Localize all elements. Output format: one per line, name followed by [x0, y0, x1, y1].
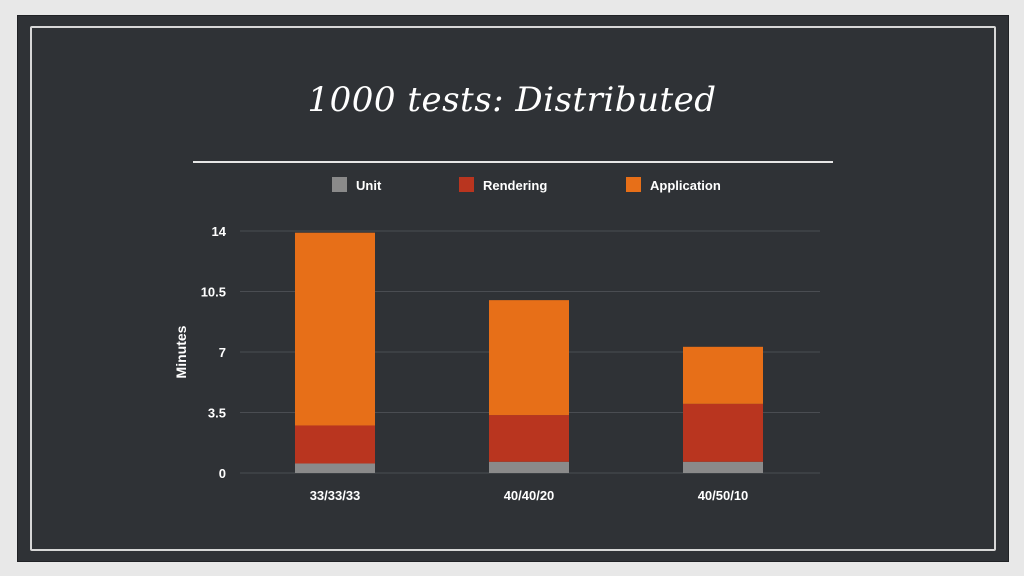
- x-axis-categories: 33/33/33 40/40/20 40/50/10: [310, 488, 749, 503]
- y-tick-label: 3.5: [208, 406, 226, 421]
- y-axis-ticks: 0 3.5 7 10.5 14: [201, 224, 227, 481]
- bar-unit-2: [683, 461, 763, 473]
- title-divider: [193, 161, 833, 163]
- bar-unit-0: [295, 463, 375, 473]
- x-category-label: 33/33/33: [310, 488, 361, 503]
- slide-inner-border: [30, 26, 996, 551]
- x-category-label: 40/40/20: [504, 488, 555, 503]
- bar-unit-1: [489, 461, 569, 473]
- bars: [295, 232, 763, 473]
- bar-application-2: [683, 346, 763, 404]
- y-tick-label: 10.5: [201, 285, 226, 300]
- legend-swatch-unit: [332, 177, 347, 192]
- bar-application-0: [295, 232, 375, 426]
- bar-rendering-0: [295, 425, 375, 464]
- legend: Unit Rendering Application: [332, 177, 721, 193]
- legend-swatch-rendering: [459, 177, 474, 192]
- legend-label-application: Application: [650, 178, 721, 193]
- bar-rendering-2: [683, 403, 763, 462]
- y-tick-label: 0: [219, 466, 226, 481]
- bar-application-1: [489, 300, 569, 416]
- y-tick-label: 14: [212, 224, 227, 239]
- y-axis-label: Minutes: [173, 325, 189, 378]
- y-tick-label: 7: [219, 345, 226, 360]
- legend-swatch-application: [626, 177, 641, 192]
- bar-rendering-1: [489, 415, 569, 462]
- legend-label-unit: Unit: [356, 178, 382, 193]
- x-category-label: 40/50/10: [698, 488, 749, 503]
- legend-label-rendering: Rendering: [483, 178, 547, 193]
- slide-title: 1000 tests: Distributed: [307, 80, 717, 120]
